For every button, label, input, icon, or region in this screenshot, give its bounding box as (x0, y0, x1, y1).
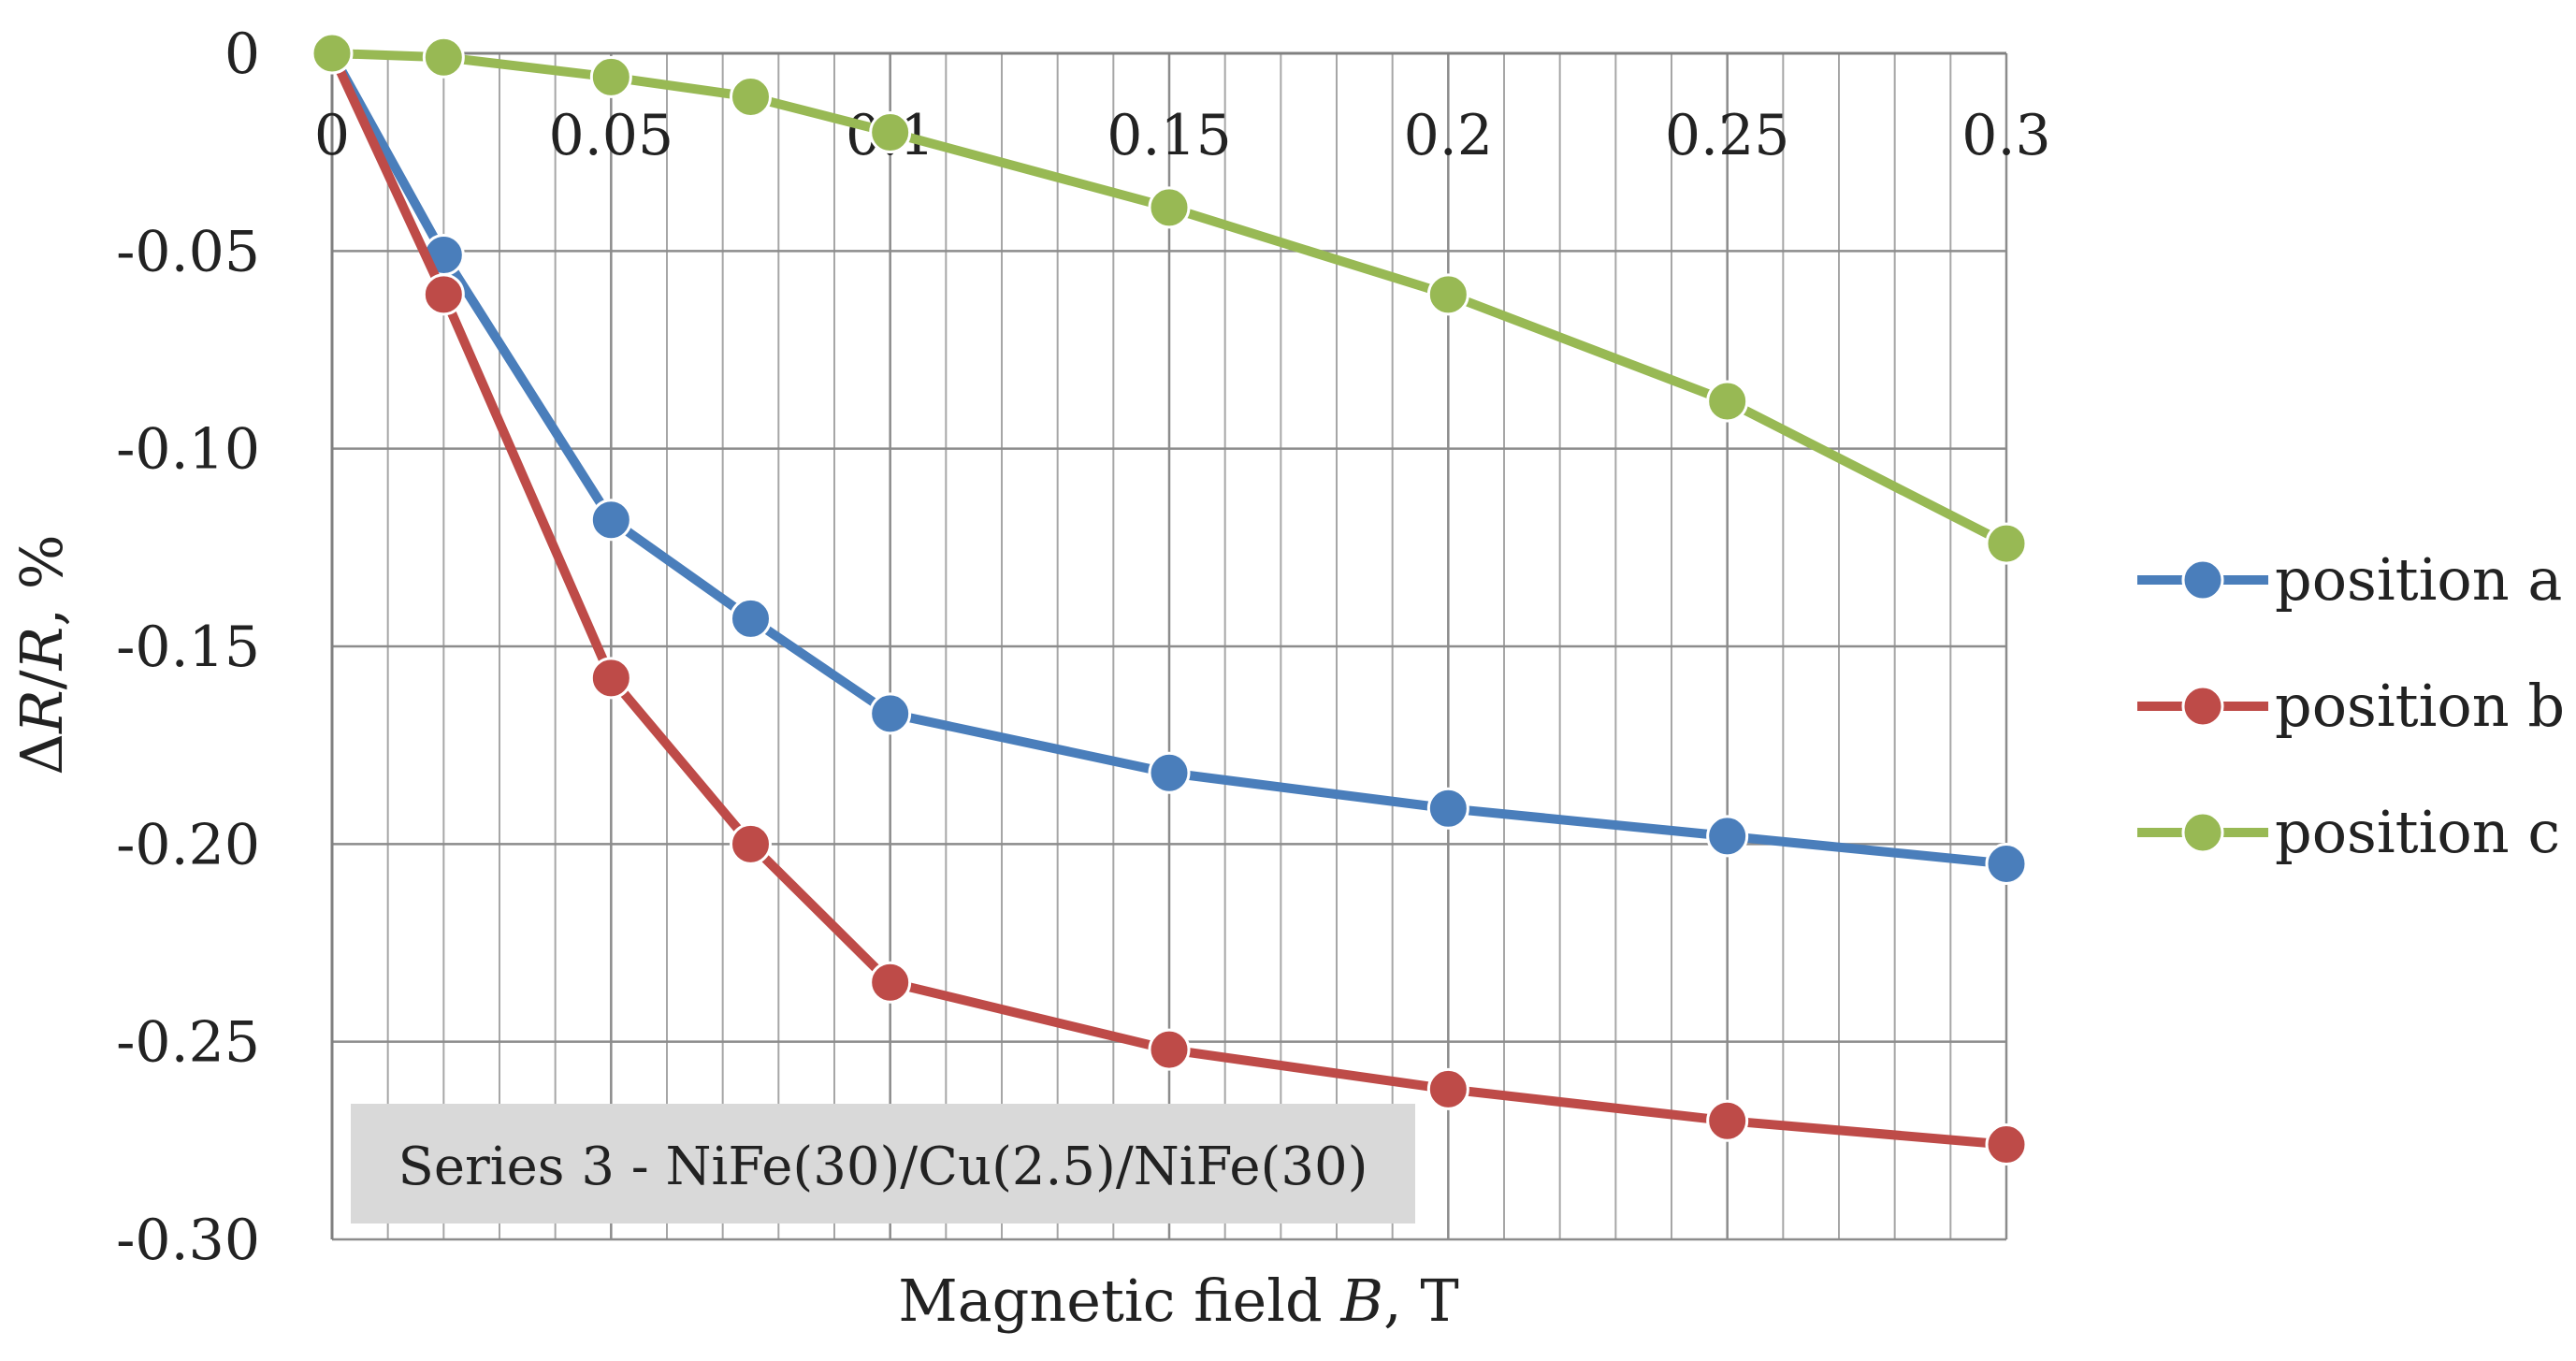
data-point (1706, 380, 1749, 423)
y-tick-labels: 0 -0.05 -0.10 -0.15 -0.20 -0.25 -0.30 (116, 22, 260, 1273)
data-point (1985, 1123, 2028, 1166)
data-point (422, 36, 465, 79)
annotation-text: Series 3 - NiFe(30)/Cu(2.5)/NiFe(30) (398, 1137, 1368, 1197)
y-tick-label: -0.25 (116, 1010, 260, 1076)
data-point (730, 822, 772, 865)
y-axis-title-variable: R (7, 689, 76, 734)
data-point (869, 111, 912, 154)
y-axis-title-variable-2: R (7, 627, 76, 672)
data-point (869, 692, 912, 735)
y-tick-label: -0.10 (116, 417, 260, 483)
data-point (589, 657, 632, 700)
x-axis-title: Magnetic field B, T (898, 1267, 1459, 1335)
x-tick-label: 0.2 (1404, 103, 1493, 168)
legend-label: position c (2275, 798, 2560, 866)
data-point (311, 32, 354, 75)
y-axis-title-delta: Δ (7, 733, 76, 775)
data-point (730, 75, 772, 118)
y-axis-title-unit: , % (7, 534, 76, 626)
x-tick-label: 0.05 (549, 103, 674, 168)
y-axis-title-slash: / (7, 670, 76, 689)
legend-label: position b (2275, 672, 2565, 740)
data-point (869, 961, 912, 1004)
annotation-background (351, 1104, 1415, 1223)
y-tick-label: -0.30 (116, 1208, 260, 1273)
data-point (1426, 787, 1469, 830)
legend-marker (2181, 811, 2224, 854)
data-point (1426, 273, 1469, 316)
x-axis-title-part: Magnetic field (898, 1267, 1340, 1335)
x-tick-label: 0.25 (1665, 103, 1790, 168)
data-point (1706, 815, 1749, 858)
axes (330, 51, 2006, 1239)
y-axis-title: ΔR/R, % (7, 534, 76, 775)
annotation-box: Series 3 - NiFe(30)/Cu(2.5)/NiFe(30) (351, 1104, 1415, 1223)
y-tick-label: 0 (224, 22, 260, 87)
data-point (1148, 1028, 1191, 1071)
data-point (1148, 751, 1191, 794)
data-point (730, 597, 772, 640)
series-position-c (311, 32, 2028, 565)
legend-marker (2181, 558, 2224, 601)
x-tick-label: 0.3 (1961, 103, 2050, 168)
x-axis-title-unit: , T (1383, 1267, 1459, 1335)
legend-label: position a (2275, 545, 2562, 614)
data-point (589, 55, 632, 98)
data-point (1985, 842, 2028, 885)
data-point (1706, 1099, 1749, 1142)
data-point (1148, 186, 1191, 229)
y-tick-label: -0.20 (116, 812, 260, 877)
x-tick-labels: 00.050.10.150.20.250.3 (314, 103, 2051, 168)
data-point (422, 273, 465, 316)
data-point (589, 499, 632, 542)
legend-marker (2181, 685, 2224, 728)
y-tick-label: -0.15 (116, 615, 260, 680)
x-tick-label: 0 (314, 103, 350, 168)
data-point (1426, 1067, 1469, 1110)
series-group (311, 32, 2028, 1166)
x-axis-title-variable: B (1339, 1267, 1383, 1335)
legend: position a position b position c (2137, 545, 2565, 866)
x-tick-label: 0.15 (1107, 103, 1232, 168)
y-tick-label: -0.05 (116, 219, 260, 284)
data-point (1985, 522, 2028, 565)
